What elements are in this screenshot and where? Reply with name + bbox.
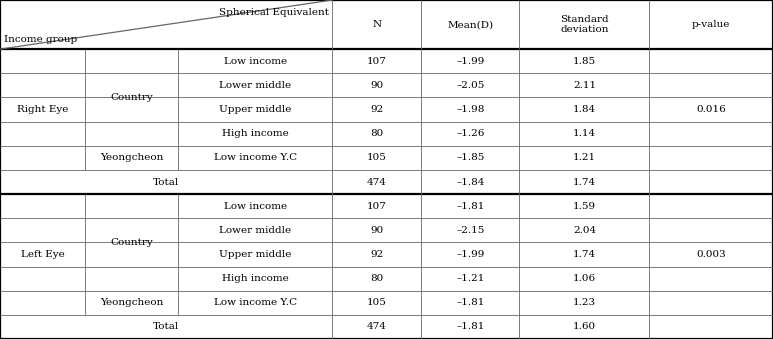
Text: 90: 90 — [370, 226, 383, 235]
Text: Country: Country — [110, 238, 153, 247]
Text: –1.99: –1.99 — [456, 250, 485, 259]
Text: 0.016: 0.016 — [696, 105, 726, 114]
Text: 1.23: 1.23 — [573, 298, 596, 307]
Text: 92: 92 — [370, 105, 383, 114]
Text: 1.74: 1.74 — [573, 178, 596, 186]
Text: Spherical Equivalent: Spherical Equivalent — [219, 8, 329, 18]
Text: –1.84: –1.84 — [456, 178, 485, 186]
Text: Total: Total — [153, 322, 179, 332]
Text: Low income: Low income — [223, 57, 287, 66]
Text: Total: Total — [153, 178, 179, 186]
Text: 1.59: 1.59 — [573, 202, 596, 211]
Text: 105: 105 — [367, 298, 386, 307]
Text: –1.81: –1.81 — [456, 202, 485, 211]
Text: Yeongcheon: Yeongcheon — [100, 153, 163, 162]
Text: 1.21: 1.21 — [573, 153, 596, 162]
Text: –1.81: –1.81 — [456, 322, 485, 332]
Text: 474: 474 — [367, 322, 386, 332]
Text: 2.04: 2.04 — [573, 226, 596, 235]
Text: 1.14: 1.14 — [573, 129, 596, 138]
Text: Income group: Income group — [4, 35, 77, 44]
Text: Upper middle: Upper middle — [219, 250, 291, 259]
Text: –1.81: –1.81 — [456, 298, 485, 307]
Text: –1.85: –1.85 — [456, 153, 485, 162]
Text: 1.84: 1.84 — [573, 105, 596, 114]
Text: Low income Y.C: Low income Y.C — [213, 153, 297, 162]
Text: Mean(D): Mean(D) — [448, 20, 493, 29]
Text: 2.11: 2.11 — [573, 81, 596, 90]
Text: Right Eye: Right Eye — [17, 105, 68, 114]
Text: 105: 105 — [367, 153, 386, 162]
Text: 92: 92 — [370, 250, 383, 259]
Text: p-value: p-value — [692, 20, 730, 29]
Text: Upper middle: Upper middle — [219, 105, 291, 114]
Text: 80: 80 — [370, 129, 383, 138]
Text: 107: 107 — [367, 202, 386, 211]
Text: –1.99: –1.99 — [456, 57, 485, 66]
Text: 1.85: 1.85 — [573, 57, 596, 66]
Text: –2.15: –2.15 — [456, 226, 485, 235]
Text: 80: 80 — [370, 274, 383, 283]
Text: –1.98: –1.98 — [456, 105, 485, 114]
Text: Standard
deviation: Standard deviation — [560, 15, 608, 34]
Text: 1.06: 1.06 — [573, 274, 596, 283]
Text: Lower middle: Lower middle — [219, 81, 291, 90]
Text: 474: 474 — [367, 178, 386, 186]
Text: N: N — [373, 20, 381, 29]
Text: –1.21: –1.21 — [456, 274, 485, 283]
Text: –1.26: –1.26 — [456, 129, 485, 138]
Text: 0.003: 0.003 — [696, 250, 726, 259]
Text: 1.74: 1.74 — [573, 250, 596, 259]
Text: High income: High income — [222, 274, 288, 283]
Text: Country: Country — [110, 93, 153, 102]
Text: Low income: Low income — [223, 202, 287, 211]
Text: Lower middle: Lower middle — [219, 226, 291, 235]
Text: 107: 107 — [367, 57, 386, 66]
Text: Left Eye: Left Eye — [21, 250, 64, 259]
Text: Low income Y.C: Low income Y.C — [213, 298, 297, 307]
Text: –2.05: –2.05 — [456, 81, 485, 90]
Text: 1.60: 1.60 — [573, 322, 596, 332]
Text: 90: 90 — [370, 81, 383, 90]
Text: High income: High income — [222, 129, 288, 138]
Text: Yeongcheon: Yeongcheon — [100, 298, 163, 307]
